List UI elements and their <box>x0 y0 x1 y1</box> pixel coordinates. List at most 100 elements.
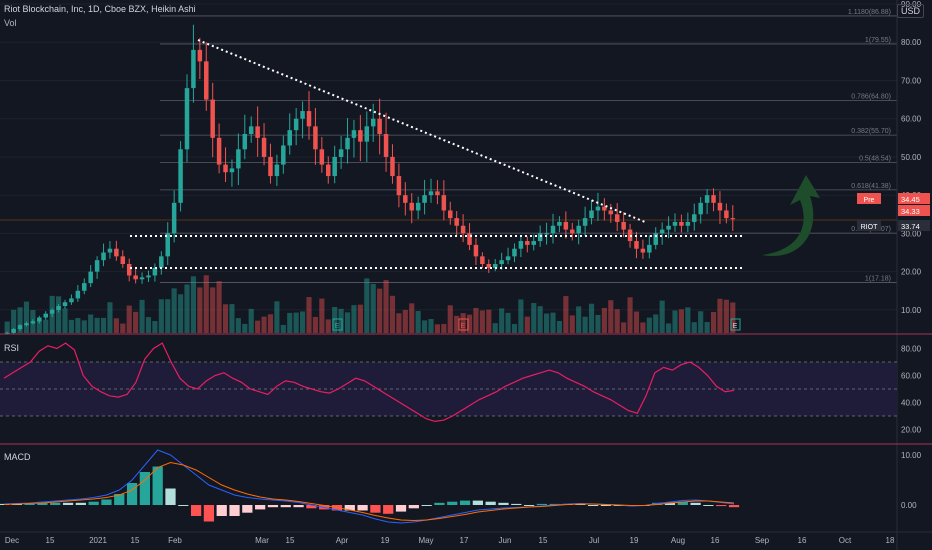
fib-label: 0.618(41.38) <box>851 183 891 190</box>
candle-body <box>146 275 151 278</box>
signal-line <box>3 461 735 522</box>
rsi-tick-label: 20.00 <box>901 426 922 435</box>
volume-bar <box>145 317 152 333</box>
macd-histogram-bar <box>255 505 266 510</box>
volume-bar <box>312 316 318 333</box>
candle-body <box>159 256 164 268</box>
macd-histogram-bar <box>114 494 125 505</box>
earnings-marker: E <box>461 323 466 330</box>
macd-histogram-bar <box>203 505 215 522</box>
candle-body <box>589 210 594 219</box>
volume-label[interactable]: Vol <box>4 18 17 28</box>
volume-bar <box>377 288 383 333</box>
candle-body <box>126 264 132 276</box>
candle-body <box>88 271 93 284</box>
time-axis[interactable]: Dec 15 2021 15 Feb Mar 15 Apr 19 May 17 Jun 15 Jul 19 A… <box>0 531 932 545</box>
candle-body <box>49 309 55 314</box>
macd-histogram-bar <box>293 505 304 508</box>
macd-histogram-bar <box>126 483 138 505</box>
currency-button[interactable]: USD <box>896 4 924 18</box>
volume-bar <box>422 320 428 333</box>
volume-bar <box>171 288 177 333</box>
time-tick-label: 19 <box>381 536 390 545</box>
candle-body <box>647 244 652 253</box>
volume-bar <box>685 307 691 333</box>
candle-body <box>614 214 620 222</box>
candle-body <box>236 149 241 169</box>
candle-body <box>537 233 543 242</box>
volume-bar <box>434 324 440 333</box>
volume-bar <box>178 294 184 333</box>
time-tick-label: May <box>418 536 433 545</box>
fib-label: 1(79.55) <box>865 37 891 44</box>
volume-bar <box>11 309 17 333</box>
volume-bar <box>197 287 203 333</box>
time-tick-label: Apr <box>336 536 349 545</box>
volume-bar <box>17 307 23 333</box>
macd-label[interactable]: MACD <box>4 452 31 462</box>
price-tick-label: 80.00 <box>901 38 922 47</box>
fib-label: 0.382(55.70) <box>851 128 891 135</box>
volume-bar <box>717 298 723 333</box>
candle-body <box>557 221 562 226</box>
earnings-marker-box <box>332 318 343 331</box>
candle-body <box>30 321 36 324</box>
fib-label: 1.1180(86.88) <box>848 9 891 16</box>
volume-bar <box>518 299 524 333</box>
candle-body <box>595 206 601 211</box>
macd-histogram-bar <box>690 502 701 505</box>
rsi-pane[interactable]: 80.00 60.00 40.00 20.00 <box>0 333 932 435</box>
volume-bar <box>473 307 479 333</box>
macd-histogram-bar <box>139 472 150 505</box>
volume-bar <box>43 319 49 333</box>
candle-body <box>704 195 710 203</box>
volume-bar <box>287 312 293 333</box>
macd-histogram-bar <box>716 505 727 507</box>
time-tick-label: 15 <box>46 536 55 545</box>
time-tick-label: 2021 <box>89 536 107 545</box>
candle-body <box>338 149 344 157</box>
volume-bar <box>730 302 736 333</box>
candle-body <box>24 323 29 326</box>
macd-histogram-bar <box>152 466 163 505</box>
volume-bar <box>646 317 652 333</box>
candle-body <box>621 221 626 230</box>
macd-histogram-bar <box>485 501 496 505</box>
fib-label: 0.786(64.80) <box>851 93 891 100</box>
volume-bar <box>370 283 376 333</box>
volume-bar <box>576 306 582 333</box>
volume-bar <box>332 306 338 333</box>
price-tick-label: 30.00 <box>901 229 922 238</box>
macd-histogram-bar <box>216 505 227 516</box>
rsi-tick-label: 80.00 <box>901 345 922 354</box>
candle-body <box>261 137 267 157</box>
candle-body <box>82 283 87 291</box>
volume-bar <box>113 318 119 333</box>
volume-bar <box>100 317 107 333</box>
candle-body <box>204 61 209 100</box>
volume-bar <box>190 276 196 333</box>
volume-bar <box>300 311 306 333</box>
candle-body <box>576 225 581 234</box>
symbol-title[interactable]: Riot Blockchain, Inc, 1D, Cboe BZX, Heik… <box>4 4 196 14</box>
volume-bar <box>68 319 74 333</box>
volume-bar <box>338 308 344 333</box>
candle-body <box>717 202 723 211</box>
candle-body <box>435 191 440 196</box>
macd-tick-label: 10.00 <box>901 451 922 460</box>
time-tick-label: 18 <box>886 536 895 545</box>
rsi-label[interactable]: RSI <box>4 343 20 353</box>
candle-body <box>184 88 190 150</box>
macd-histogram-bar <box>267 505 279 508</box>
volume-bar <box>704 322 710 333</box>
macd-pane[interactable]: 10.00 0.00 <box>0 443 932 524</box>
candle-body <box>319 149 325 165</box>
volume-bar <box>351 305 357 333</box>
candle-body <box>428 191 434 196</box>
up-arrow-drawing[interactable] <box>762 175 820 257</box>
candle-body <box>133 275 138 280</box>
candles[interactable] <box>4 24 736 335</box>
trend-lines[interactable] <box>130 39 742 269</box>
